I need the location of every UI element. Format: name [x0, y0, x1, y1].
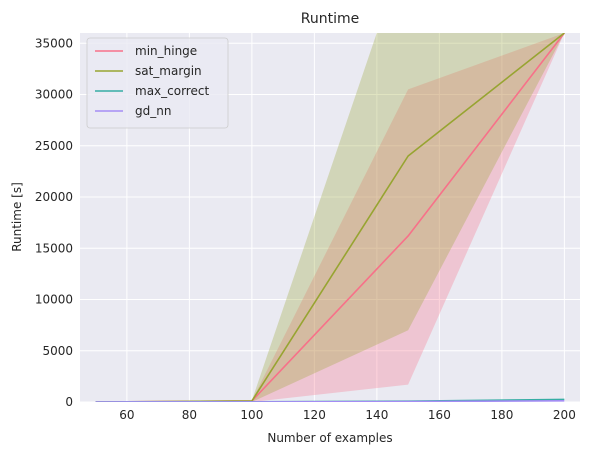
- y-tick-label: 25000: [35, 139, 73, 153]
- legend-label-max-correct: max_correct: [135, 84, 209, 98]
- legend-label-min-hinge: min_hinge: [135, 44, 197, 58]
- x-tick-label: 100: [240, 408, 263, 422]
- x-tick-label: 140: [365, 408, 388, 422]
- x-tick-labels: 60 80 100 120 140 160 180 200: [119, 408, 576, 422]
- y-tick-label: 0: [65, 395, 73, 409]
- legend-label-gd-nn: gd_nn: [135, 104, 171, 118]
- chart-title: Runtime: [301, 11, 359, 27]
- y-tick-label: 35000: [35, 36, 73, 50]
- legend-label-sat-margin: sat_margin: [135, 64, 202, 78]
- series-lines: [95, 33, 566, 402]
- y-tick-label: 15000: [35, 241, 73, 255]
- x-tick-label: 200: [553, 408, 576, 422]
- legend-box: [86, 37, 229, 129]
- gd-nn-line: [95, 399, 565, 402]
- x-tick-label: 120: [303, 408, 326, 422]
- y-tick-label: 10000: [35, 293, 73, 307]
- y-axis-label: Runtime [s]: [10, 182, 24, 252]
- x-tick-label: 180: [490, 408, 513, 422]
- x-tick-label: 60: [119, 408, 134, 422]
- y-tick-label: 5000: [42, 344, 73, 358]
- legend: min_hinge sat_margin max_correct gd_nn: [86, 37, 229, 129]
- y-tick-label: 30000: [35, 88, 73, 102]
- y-tick-labels: 0 5000 10000 15000 20000 25000 30000 35000: [35, 36, 73, 409]
- x-tick-label: 160: [428, 408, 451, 422]
- x-axis-label: Number of examples: [267, 431, 392, 445]
- y-tick-label: 20000: [35, 190, 73, 204]
- x-tick-label: 80: [182, 408, 197, 422]
